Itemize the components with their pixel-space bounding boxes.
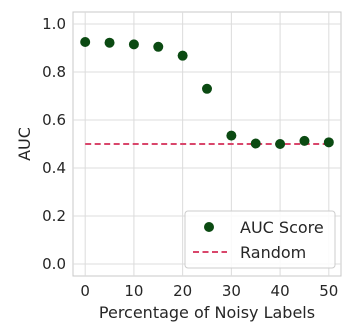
y-tick-label: 0.8 xyxy=(42,63,66,81)
x-tick-label: 20 xyxy=(173,282,192,300)
y-tick-label: 1.0 xyxy=(42,15,66,33)
auc-score-point xyxy=(323,137,334,148)
x-tick-label: 0 xyxy=(80,282,90,300)
auc-score-point xyxy=(202,83,212,94)
y-tick-label: 0.2 xyxy=(42,207,66,225)
y-tick-label: 0.4 xyxy=(42,159,66,177)
auc-score-point xyxy=(177,50,188,61)
x-tick-label: 30 xyxy=(222,282,241,300)
y-tick-label: 0.6 xyxy=(42,111,66,129)
y-tick-labels: 0.0 0.2 0.4 0.6 0.8 1.0 xyxy=(42,15,66,273)
auc-score-point xyxy=(299,135,310,146)
auc-score-point xyxy=(104,37,115,48)
x-tick-label: 40 xyxy=(271,282,290,300)
legend-box xyxy=(184,210,336,269)
auc-score-point xyxy=(153,41,164,52)
legend-label-random: Random xyxy=(240,243,306,262)
y-axis-label: AUC xyxy=(15,127,34,161)
auc-score-point xyxy=(226,130,237,141)
legend-marker-auc-score xyxy=(204,222,214,232)
auc-score-point xyxy=(250,138,261,149)
auc-score-point xyxy=(128,39,139,50)
x-tick-label: 50 xyxy=(319,282,338,300)
data-points xyxy=(80,37,334,149)
x-axis-label: Percentage of Noisy Labels xyxy=(99,303,315,322)
auc-score-point xyxy=(80,37,91,47)
y-tick-label: 0.0 xyxy=(42,255,66,273)
x-tick-labels: 0 10 20 30 40 50 xyxy=(80,282,338,300)
legend-label-auc-score: AUC Score xyxy=(240,218,324,237)
auc-score-point xyxy=(275,139,286,149)
x-tick-label: 10 xyxy=(124,282,143,300)
legend: AUC Score Random xyxy=(184,210,336,269)
